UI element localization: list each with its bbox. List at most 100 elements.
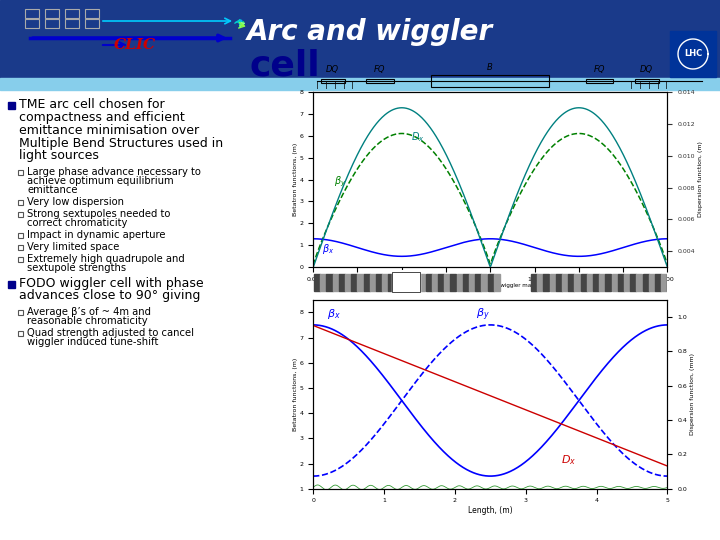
Bar — [612, 274, 618, 291]
Bar — [382, 274, 388, 291]
Bar — [65, 19, 79, 28]
Text: emittance: emittance — [27, 185, 78, 195]
Bar — [544, 274, 549, 291]
Bar — [366, 79, 394, 83]
Bar — [667, 274, 673, 291]
Bar — [674, 274, 680, 291]
Bar — [482, 274, 487, 291]
X-axis label: wiggler magnet            wiggler magnet: wiggler magnet wiggler magnet — [436, 284, 544, 288]
Bar — [431, 75, 549, 87]
Bar — [333, 274, 338, 291]
Bar — [686, 274, 692, 291]
Bar — [649, 274, 655, 291]
Text: Impact in dynamic aperture: Impact in dynamic aperture — [27, 230, 166, 240]
Text: FQ: FQ — [374, 65, 386, 73]
Bar — [463, 274, 469, 291]
Text: light sources: light sources — [19, 150, 99, 163]
Text: B: B — [487, 63, 492, 72]
Text: TME arc cell chosen for: TME arc cell chosen for — [19, 98, 165, 111]
Bar — [562, 274, 568, 291]
Bar — [0, 78, 720, 90]
Bar — [556, 274, 562, 291]
Text: advances close to 90° giving: advances close to 90° giving — [19, 289, 200, 302]
Text: Very limited space: Very limited space — [27, 242, 120, 252]
Bar — [392, 272, 420, 292]
Bar — [45, 19, 59, 28]
Text: compactness and efficient: compactness and efficient — [19, 111, 185, 124]
Bar — [392, 270, 420, 294]
Bar — [451, 274, 456, 291]
Bar — [624, 274, 630, 291]
Bar — [487, 274, 494, 291]
Bar — [18, 170, 23, 175]
Bar — [661, 274, 667, 291]
Bar — [18, 212, 23, 217]
Bar — [18, 257, 23, 262]
Text: Multiple Bend Structures used in: Multiple Bend Structures used in — [19, 137, 223, 150]
Bar — [85, 19, 99, 28]
Bar — [18, 331, 23, 336]
Text: Large phase advance necessary to: Large phase advance necessary to — [27, 167, 201, 177]
Bar — [655, 274, 661, 291]
Bar — [587, 274, 593, 291]
Bar — [351, 274, 357, 291]
Bar — [85, 9, 99, 18]
Bar — [321, 79, 345, 83]
Text: Average β’s of ~ 4m and: Average β’s of ~ 4m and — [27, 307, 151, 317]
Bar — [426, 274, 432, 291]
Bar — [475, 274, 481, 291]
Bar — [25, 9, 39, 18]
Text: DQ: DQ — [326, 65, 339, 73]
Bar — [65, 9, 79, 18]
Bar — [680, 274, 686, 291]
Bar — [8, 281, 15, 288]
Bar — [345, 274, 351, 291]
Bar — [339, 274, 345, 291]
Bar — [643, 274, 649, 291]
Text: emittance minimisation over: emittance minimisation over — [19, 124, 199, 137]
Bar — [18, 233, 23, 238]
Text: $\beta_x$: $\beta_x$ — [328, 307, 341, 321]
Bar — [18, 245, 23, 250]
Bar — [407, 274, 413, 291]
Bar — [0, 0, 720, 82]
Bar — [531, 274, 537, 291]
Bar — [358, 274, 364, 291]
Bar — [711, 274, 717, 291]
Bar — [25, 19, 39, 28]
Bar — [456, 274, 463, 291]
Text: Arc and wiggler: Arc and wiggler — [247, 18, 493, 46]
Bar — [438, 274, 444, 291]
Bar — [593, 274, 599, 291]
X-axis label: Length, (m): Length, (m) — [468, 506, 513, 515]
Bar — [537, 274, 544, 291]
Bar — [314, 274, 320, 291]
Bar — [670, 31, 716, 77]
Text: LHC: LHC — [684, 50, 702, 58]
Text: Very low dispersion: Very low dispersion — [27, 197, 124, 207]
Text: DQ: DQ — [640, 65, 653, 73]
Bar — [494, 274, 500, 291]
Text: $D_x$: $D_x$ — [561, 454, 577, 467]
Bar — [370, 274, 376, 291]
Bar — [18, 310, 23, 315]
Bar — [364, 274, 369, 291]
Bar — [606, 274, 611, 291]
Bar — [469, 274, 475, 291]
Text: Extremely high quadrupole and: Extremely high quadrupole and — [27, 254, 185, 264]
Bar — [580, 274, 587, 291]
Text: Strong sextupoles needed to: Strong sextupoles needed to — [27, 209, 171, 219]
Text: $\beta_y$: $\beta_y$ — [476, 307, 490, 323]
Bar — [599, 274, 606, 291]
Bar — [586, 79, 613, 83]
Y-axis label: Betatron functions, (m): Betatron functions, (m) — [293, 357, 298, 431]
Bar — [18, 200, 23, 205]
Bar — [635, 79, 659, 83]
Bar — [444, 274, 450, 291]
Bar — [705, 274, 711, 291]
Text: reasonable chromaticity: reasonable chromaticity — [27, 316, 148, 326]
Bar — [549, 274, 556, 291]
Bar — [698, 274, 704, 291]
Text: CLIC: CLIC — [114, 38, 156, 52]
Bar — [45, 9, 59, 18]
